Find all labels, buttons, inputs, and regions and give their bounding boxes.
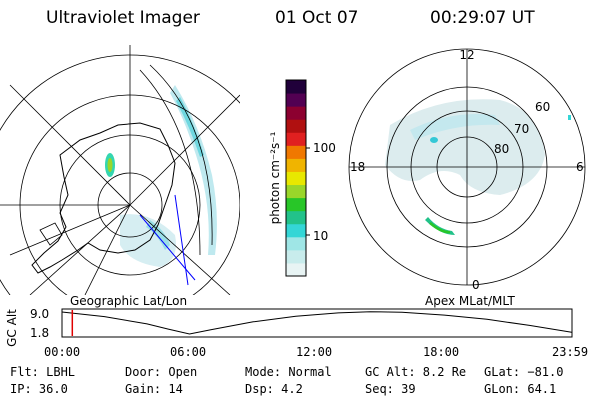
status-ip: IP: 36.0 (10, 382, 68, 396)
status-dsp: Dsp: 4.2 (245, 382, 303, 396)
altitude-plot: GC Alt 9.0 1.8 (5, 307, 573, 347)
status-gc-alt: GC Alt: 8.2 Re (365, 365, 467, 379)
status-seq: Seq: 39 (365, 382, 416, 396)
left-map-caption: Geographic Lat/Lon (70, 294, 188, 308)
right-map-caption: Apex MLat/MLT (425, 294, 515, 308)
x-tick-0000: 00:00 (44, 345, 81, 359)
altitude-ylabel: GC Alt (5, 309, 19, 347)
mlt-label-18: 18 (350, 160, 365, 174)
altitude-ytick-min: 1.8 (30, 326, 49, 340)
continent-outline (31, 122, 176, 274)
colorbar-segment (286, 80, 306, 94)
image-time: 00:29:07 UT (430, 8, 535, 28)
altitude-curve (61, 311, 572, 335)
aurora-patch (120, 214, 176, 267)
mlat-label-60: 60 (535, 100, 550, 114)
colorbar-segment (286, 197, 306, 212)
x-tick-1200: 12:00 (296, 345, 333, 359)
aurora-band (170, 85, 217, 255)
colorbar-segment (286, 106, 306, 120)
colorbar-segment (286, 262, 306, 277)
status-filter: Flt: LBHL (10, 365, 76, 379)
colorbar-segment (286, 236, 306, 251)
colorbar-segment (286, 119, 306, 133)
apex-map: 12 18 6 0 60 70 80 (348, 48, 586, 292)
status-glat: GLat: −81.0 (484, 365, 564, 379)
status-mode: Mode: Normal (245, 365, 332, 379)
colorbar-segment (286, 184, 306, 199)
colorbar-segment (286, 132, 306, 146)
instrument-title: Ultraviolet Imager (46, 8, 200, 28)
colorbar-tick-10: 10 (313, 229, 329, 243)
altitude-ytick-max: 9.0 (30, 307, 49, 321)
aurora-patch-bright (146, 220, 170, 250)
x-tick-0600: 06:00 (170, 345, 207, 359)
colorbar: photon cm⁻²s⁻¹ (268, 79, 310, 277)
x-tick-2359: 23:59 (552, 345, 589, 359)
mlat-label-70: 70 (514, 122, 529, 136)
aurora-band-bright (176, 97, 204, 157)
image-date: 01 Oct 07 (275, 8, 359, 28)
colorbar-segment (286, 158, 306, 172)
aurora-arc (425, 217, 455, 235)
colorbar-unit-label: photon cm⁻²s⁻¹ (268, 131, 282, 224)
x-tick-1800: 18:00 (423, 345, 460, 359)
aurora-spot (430, 137, 438, 143)
colorbar-segment (286, 93, 306, 107)
aurora-oval-inner (410, 114, 500, 140)
colorbar-segment (286, 171, 306, 186)
mlat-label-80: 80 (494, 142, 509, 156)
altitude-frame (61, 308, 573, 338)
colorbar-segment (286, 249, 306, 264)
colorbar-segment (286, 145, 306, 159)
status-door: Door: Open (125, 365, 198, 379)
aurora-spot-core (107, 158, 113, 172)
colorbar-segment (286, 210, 306, 225)
colorbar-tick-100: 100 (313, 141, 336, 155)
status-gain: Gain: 14 (125, 382, 183, 396)
geographic-map (0, 45, 240, 295)
mlt-label-0: 0 (472, 278, 480, 292)
colorbar-segment (286, 223, 306, 238)
aurora-oval (385, 99, 545, 195)
mlt-label-12: 12 (459, 48, 474, 62)
status-glon: GLon: 64.1 (484, 382, 557, 396)
mlt-label-6: 6 (576, 160, 584, 174)
